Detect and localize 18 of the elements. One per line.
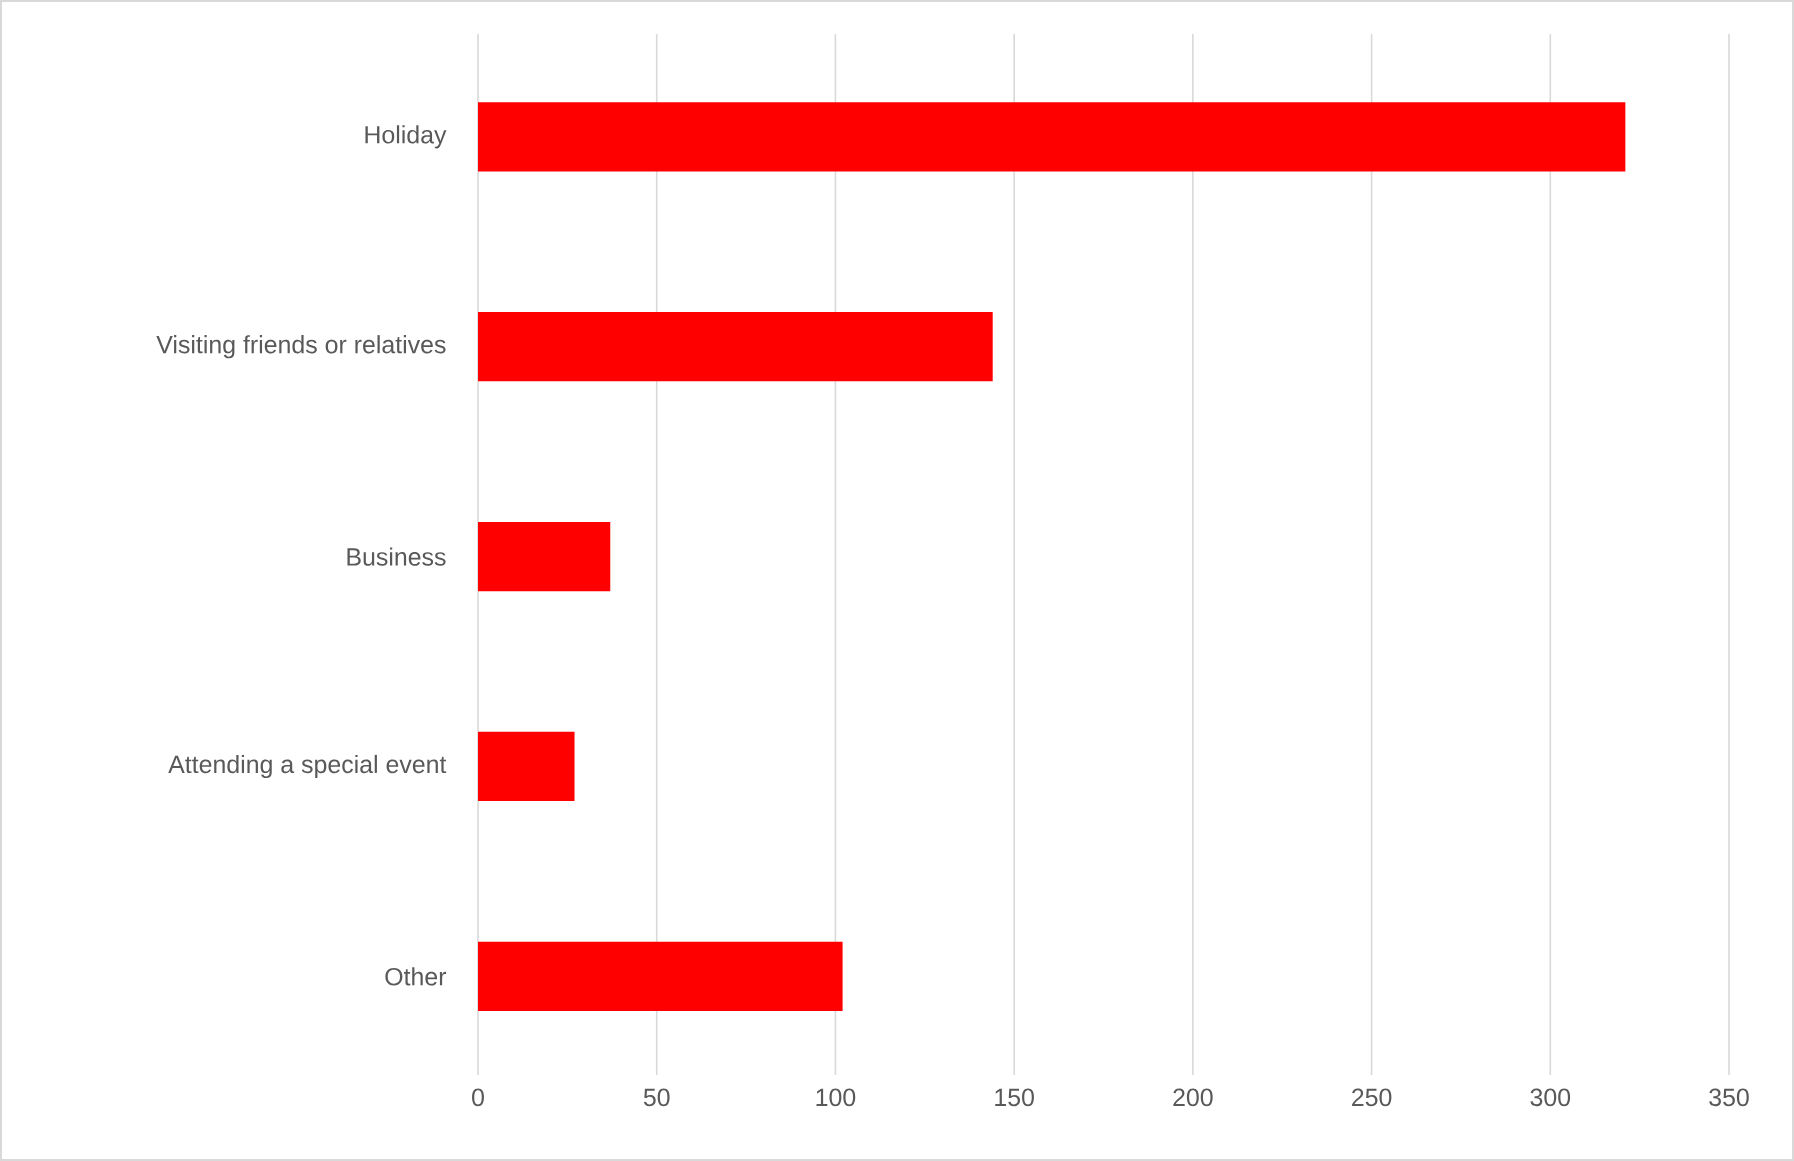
y-tick-label: Other xyxy=(385,967,447,986)
x-tick-label: 250 xyxy=(1352,1088,1392,1107)
x-tick-label: 0 xyxy=(472,1088,484,1107)
x-tick-label: 200 xyxy=(1173,1088,1213,1107)
x-tick-label: 300 xyxy=(1530,1088,1571,1107)
bar xyxy=(478,312,993,382)
bar xyxy=(478,521,611,592)
x-tick-label: 350 xyxy=(1709,1088,1749,1107)
x-tick-label: 50 xyxy=(643,1088,670,1107)
x-tick-label: 150 xyxy=(995,1088,1034,1107)
bar xyxy=(478,102,1626,172)
bar xyxy=(478,941,843,1011)
y-tick-label: Holiday xyxy=(365,125,447,149)
y-tick-label: Visiting friends or relatives xyxy=(156,335,446,359)
bar xyxy=(478,731,575,802)
y-tick-label: Attending a special event xyxy=(168,754,447,779)
y-tick-label: Business xyxy=(347,547,446,566)
x-tick-label: 100 xyxy=(816,1088,856,1107)
